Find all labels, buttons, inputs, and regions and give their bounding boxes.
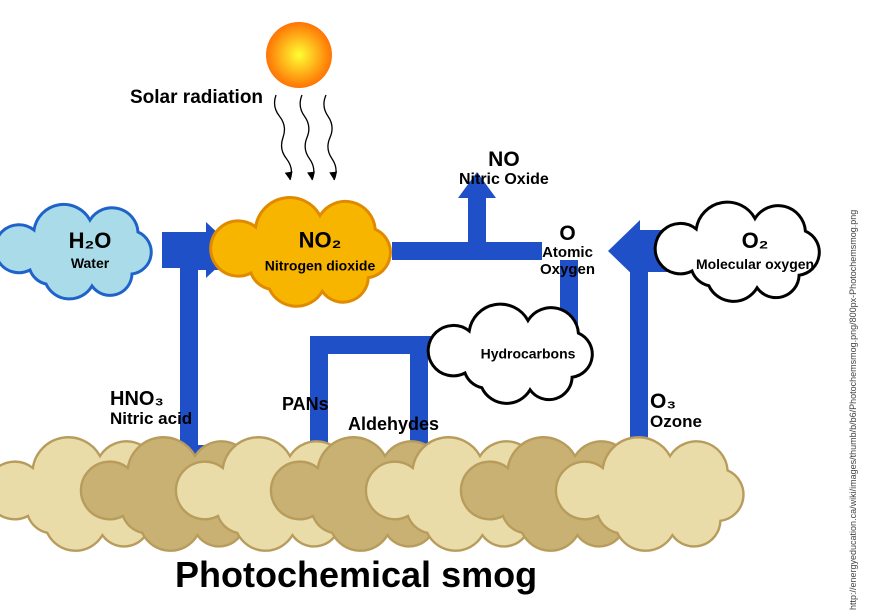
svg-text:O₂: O₂	[742, 228, 769, 253]
no-name: Nitric Oxide	[459, 171, 549, 189]
o3-formula: O₃	[650, 390, 702, 413]
hno3-label: HNO₃ Nitric acid	[110, 388, 192, 429]
cloud-water: H₂O Water	[0, 204, 151, 299]
solar-radiation-label: Solar radiation	[130, 88, 263, 109]
svg-text:H₂O: H₂O	[69, 228, 112, 253]
svg-text:Nitrogen dioxide: Nitrogen dioxide	[265, 258, 376, 274]
cloud-no2: NO₂ Nitrogen dioxide	[211, 198, 391, 307]
o-name: Atomic Oxygen	[540, 245, 595, 278]
svg-text:Molecular oxygen: Molecular oxygen	[696, 256, 814, 272]
svg-text:NO₂: NO₂	[299, 228, 342, 253]
o3-label: O₃ Ozone	[650, 390, 702, 432]
o-formula: O	[540, 222, 595, 245]
no-formula: NO	[459, 148, 549, 171]
no-label: NO Nitric Oxide	[459, 148, 549, 189]
o-label: O Atomic Oxygen	[540, 222, 595, 278]
o3-name: Ozone	[650, 413, 702, 432]
aldehydes-label: Aldehydes	[348, 415, 439, 435]
svg-text:Water: Water	[71, 255, 110, 271]
diagram-title: Photochemical smog	[175, 555, 537, 595]
cloud-hydrocarbons: Hydrocarbons	[428, 304, 592, 403]
hno3-name: Nitric acid	[110, 410, 192, 429]
svg-text:Hydrocarbons: Hydrocarbons	[481, 345, 576, 361]
source-url: http://energyeducation.ca/wiki/images/th…	[848, 210, 858, 610]
pans-label: PANs	[282, 395, 329, 415]
cloud-o2: O₂ Molecular oxygen	[655, 202, 819, 301]
hno3-formula: HNO₃	[110, 388, 192, 410]
